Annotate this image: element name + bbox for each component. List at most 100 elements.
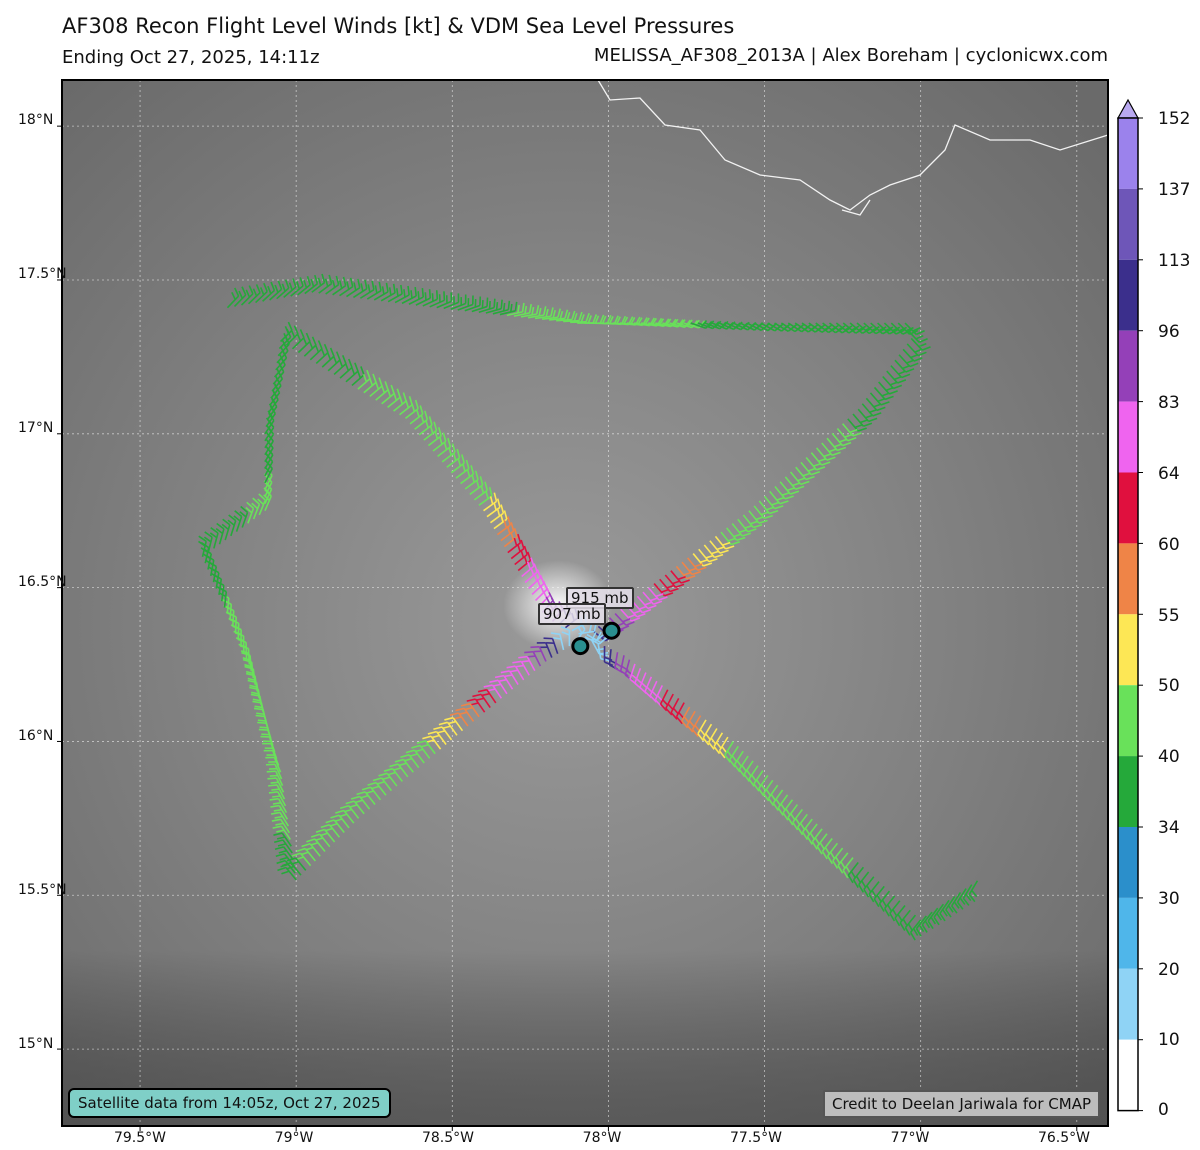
wind-barb-312: [351, 366, 365, 387]
wind-barb-349: [521, 557, 535, 578]
colorbar-tick-60: 60: [1158, 535, 1180, 555]
wind-barb-12: [311, 273, 326, 293]
lon-tick-78: 78°W: [582, 1130, 622, 1146]
wind-barb-426: [915, 915, 927, 937]
wind-barb-266: [203, 531, 213, 553]
wind-barb-337: [478, 487, 493, 506]
wind-barb-324: [418, 416, 433, 436]
wind-barb-423: [899, 909, 911, 931]
flight-track-barbs: [198, 273, 979, 941]
wind-barb-411: [837, 852, 849, 874]
lon-tick-78-5: 78.5°W: [421, 1130, 475, 1146]
wind-barb-216: [277, 866, 297, 881]
wind-barb-317: [381, 384, 395, 405]
wind-barb-273: [245, 501, 255, 524]
wind-barb-335: [469, 476, 484, 496]
wind-barb-174: [500, 670, 519, 685]
wind-barb-180: [466, 698, 486, 713]
wind-barb-334: [464, 470, 479, 490]
wind-barb-166: [550, 632, 565, 651]
wind-barb-34: [464, 296, 482, 312]
wind-barb-323: [414, 410, 429, 430]
wind-barb-309: [333, 355, 347, 376]
wind-barb-201: [350, 795, 371, 810]
wind-barb-9: [290, 277, 304, 297]
wind-barb-231: [266, 763, 283, 780]
wind-barb-314: [363, 373, 377, 394]
wind-barb-112: [857, 408, 878, 423]
wind-barb-303: [297, 332, 311, 354]
wind-barb-274: [251, 497, 261, 520]
wind-barb-15: [332, 276, 347, 296]
wind-barb-122: [805, 457, 826, 471]
wind-barb-301: [285, 325, 299, 346]
wind-barb-127: [779, 481, 800, 495]
wind-barb-218: [275, 852, 295, 867]
wind-barb-119: [821, 442, 841, 457]
wind-barb-321: [404, 399, 419, 420]
wind-barb-18: [352, 279, 368, 299]
wind-barb-418: [873, 885, 885, 908]
wind-barb-413: [847, 861, 859, 884]
wind-barb-190: [411, 744, 431, 759]
colorbar-segment-3: [1118, 330, 1138, 402]
map-title: AF308 Recon Flight Level Winds [kt] & VD…: [62, 14, 735, 38]
wind-barb-223: [271, 818, 291, 834]
colorbar-segment-6: [1118, 543, 1138, 615]
wind-barb-225: [270, 804, 289, 820]
wind-barb-197: [372, 777, 393, 792]
colorbar-segment-2: [1118, 259, 1138, 331]
wind-barb-7: [276, 279, 290, 300]
wind-barb-10: [297, 275, 311, 296]
wind-barb-318: [387, 388, 401, 409]
wind-barb-168: [536, 641, 553, 658]
wind-barb-226: [269, 797, 288, 813]
wind-barb-305: [309, 340, 323, 361]
wind-barb-319: [393, 392, 407, 412]
wind-barb-25: [401, 286, 417, 305]
wind-barb-3: [248, 284, 261, 305]
wind-barb-424: [904, 914, 917, 936]
wind-barb-108: [873, 386, 894, 401]
wind-barb-169: [530, 646, 547, 662]
wind-barb-11: [304, 274, 319, 295]
credit-badge: Credit to Deelan Jariwala for CMAP: [823, 1090, 1100, 1118]
wind-barb-331: [450, 454, 465, 474]
wind-barb-192: [400, 754, 420, 769]
wind-barb-421: [889, 900, 901, 922]
colorbar-segment-4: [1118, 401, 1138, 473]
colorbar-segment-10: [1118, 827, 1138, 898]
wind-barb-126: [784, 476, 805, 490]
wind-barb-33: [457, 295, 474, 311]
wind-barb-41: [513, 303, 532, 317]
wind-barb-21: [373, 282, 389, 301]
wind-barb-199: [361, 786, 382, 801]
wind-barb-121: [810, 452, 831, 466]
wind-barb-27: [415, 289, 432, 306]
wind-barb-217: [276, 859, 296, 874]
wind-barb-224: [270, 811, 290, 827]
wind-barb-20: [366, 281, 382, 300]
wind-barb-99: [910, 337, 931, 351]
wind-barb-196: [378, 772, 398, 787]
lat-tick-17-5: 17.5°N: [18, 266, 67, 282]
wind-barb-420: [883, 895, 896, 917]
wind-barb-22: [380, 283, 396, 302]
wind-barb-272: [239, 505, 249, 528]
colorbar: [1116, 98, 1143, 1112]
colorbar-tick-152: 152: [1158, 109, 1191, 129]
wind-barb-182: [455, 707, 475, 722]
wind-barb-428: [927, 907, 939, 930]
wind-barb-32: [450, 294, 467, 310]
satellite-time-badge: Satellite data from 14:05z, Oct 27, 2025: [68, 1088, 391, 1118]
wind-barb-408: [821, 838, 833, 860]
wind-barb-202: [345, 800, 365, 815]
pressure-label-907: 907 mb: [538, 603, 606, 625]
wind-barb-97: [904, 322, 925, 336]
colorbar-tick-55: 55: [1158, 606, 1180, 626]
colorbar-tick-113: 113: [1158, 251, 1191, 271]
wind-barb-267: [209, 527, 219, 549]
wind-barb-315: [369, 377, 383, 398]
wind-barb-191: [405, 749, 425, 764]
wind-barb-220: [274, 839, 293, 854]
